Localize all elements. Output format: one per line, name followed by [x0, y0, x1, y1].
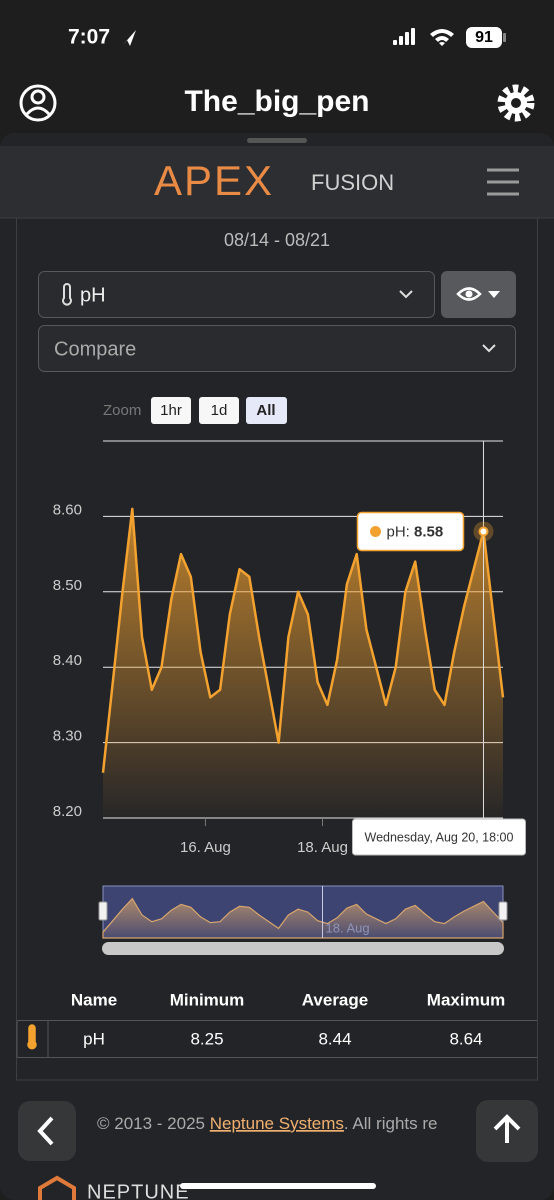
- line: [101, 507, 505, 773]
- chart: 8.20 8.30 8.40 8.50 8.60 16. Aug 18. Aug pH: 8.…: [53, 440, 526, 955]
- tooltip-swatch: [369, 525, 381, 537]
- probe-select[interactable]: [38, 271, 435, 318]
- zoom-button[interactable]: [246, 397, 287, 424]
- area: [103, 508, 503, 818]
- settings-button[interactable]: [497, 84, 535, 122]
- home-indicator: [180, 1183, 376, 1189]
- zoom-button[interactable]: [151, 397, 191, 424]
- header-title: The_big_pen: [184, 85, 369, 118]
- x-tick-label: 16. Aug: [180, 839, 231, 856]
- thermometer-icon: [27, 1024, 37, 1050]
- x-tooltip-text: Wednesday, Aug 20, 18:00: [365, 830, 514, 844]
- hover-point: [478, 526, 489, 537]
- chevron: [399, 290, 413, 299]
- y-tick-label: 8.20: [53, 803, 82, 820]
- table-cell: pH: [83, 1029, 105, 1048]
- location-icon: [122, 30, 136, 46]
- zoom-label: Zoom: [103, 402, 141, 419]
- y-tick-label: 8.30: [53, 728, 82, 745]
- zoom-button-label: 1hr: [160, 402, 182, 419]
- back-button[interactable]: [18, 1101, 76, 1161]
- footer-text: © 2013 - 2025 Neptune Systems. All right…: [97, 1114, 437, 1133]
- navigator-handle: [498, 901, 508, 921]
- y-tick-label: 8.60: [53, 501, 82, 518]
- caret: [488, 291, 500, 298]
- date-range: 08/14 - 08/21: [224, 230, 330, 250]
- wifi-icon: [430, 29, 454, 46]
- tooltip-text: pH: 8.58: [386, 523, 443, 540]
- table-cell: 8.64: [449, 1029, 482, 1048]
- y-tick-label: 8.40: [53, 652, 82, 669]
- navigator-handle: [98, 901, 108, 921]
- brand-apex: APEX: [154, 157, 274, 204]
- thermometer-icon: [62, 283, 72, 306]
- x-tick-label: 18. Aug: [297, 839, 348, 856]
- signal-icon: [393, 28, 415, 45]
- back-icon: [37, 1116, 54, 1146]
- battery-icon: [466, 27, 502, 48]
- table-header: Average: [302, 990, 368, 1009]
- profile-button[interactable]: [19, 84, 57, 122]
- probe-label: pH: [80, 284, 106, 306]
- tooltip-label: pH:: [386, 523, 409, 540]
- x-tooltip-box: [351, 818, 526, 856]
- up-icon: [493, 1114, 521, 1143]
- table-header: Minimum: [170, 990, 245, 1009]
- sheet-grabber: [247, 138, 307, 143]
- apex-navbar: [0, 146, 554, 218]
- battery-level: 91: [475, 29, 493, 46]
- compare-label: Compare: [54, 338, 136, 360]
- navigator-scrollbar: [102, 942, 504, 955]
- navigator-area: [102, 897, 504, 939]
- tooltip-box: [356, 511, 465, 552]
- copyright: © 2013 - 2025: [97, 1114, 205, 1133]
- table-cell: 8.44: [318, 1029, 351, 1048]
- battery-tip: [503, 33, 506, 42]
- zoom-button-label: All: [256, 402, 275, 419]
- menu-button[interactable]: [487, 168, 519, 196]
- compare-select[interactable]: [38, 325, 516, 372]
- tooltip-value: 8.58: [414, 523, 443, 540]
- table-header: Name: [71, 990, 117, 1009]
- zoom-button-label: 1d: [211, 402, 228, 419]
- eye-pupil: [465, 290, 473, 298]
- footer-rest: . All rights re: [344, 1114, 438, 1133]
- brand-fusion: FUSION: [311, 170, 394, 195]
- eye-icon: [456, 287, 482, 301]
- y-tick-label: 8.50: [53, 577, 82, 594]
- navigator-label: 18. Aug: [326, 920, 370, 935]
- chevron: [482, 344, 496, 353]
- status-time: 7:07: [68, 26, 110, 49]
- neptune-logo: [38, 1175, 76, 1200]
- footer-link[interactable]: Neptune Systems: [210, 1114, 344, 1133]
- table-cell: 8.25: [190, 1029, 223, 1048]
- zoom-button[interactable]: [199, 397, 239, 424]
- neptune-brand: NEPTUNE: [87, 1181, 190, 1200]
- table-header: Maximum: [427, 990, 505, 1009]
